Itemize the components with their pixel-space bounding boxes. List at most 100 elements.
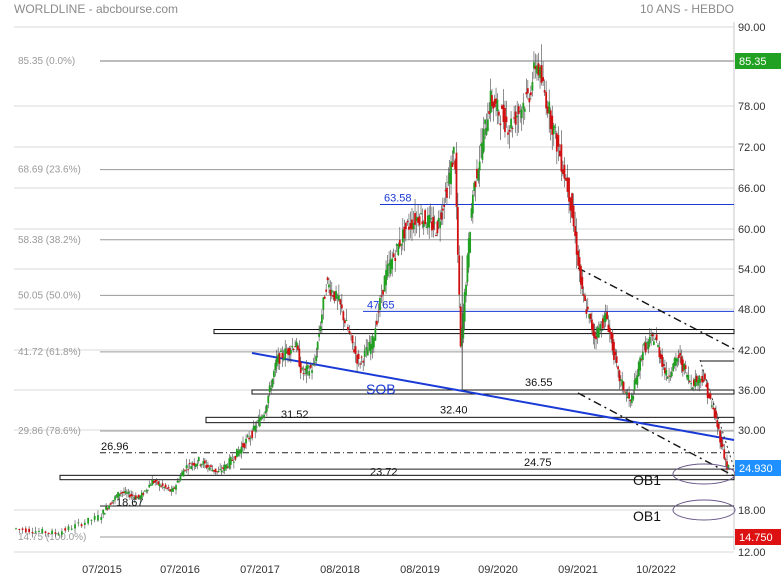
candle-body <box>655 334 658 341</box>
candle-body <box>74 524 76 529</box>
candle-body <box>274 362 277 371</box>
candle-body <box>525 92 528 95</box>
candle-body <box>255 426 258 428</box>
candle-body <box>226 466 229 468</box>
candle-body <box>278 353 281 364</box>
candle-body <box>377 311 380 313</box>
candle-body <box>496 99 499 112</box>
candle-body <box>199 464 202 466</box>
candle-body <box>652 341 655 345</box>
sob-trendline <box>251 352 735 441</box>
candle-body <box>401 229 404 243</box>
candle-body <box>330 290 333 293</box>
candle-body <box>510 118 512 129</box>
candle-body <box>549 110 552 129</box>
candle-body <box>187 469 190 471</box>
candle-body <box>130 494 133 496</box>
candle-body <box>275 358 278 367</box>
candle-body <box>404 222 407 230</box>
candle-body <box>103 513 106 515</box>
y-tick-label: 90.00 <box>738 22 766 34</box>
candle-body <box>372 337 375 348</box>
candle-body <box>593 331 596 339</box>
x-tick-label: 09/2020 <box>478 564 518 576</box>
candle-body <box>220 470 223 473</box>
candle-body <box>100 517 103 520</box>
candle-body <box>343 320 346 324</box>
candle-body <box>577 250 580 266</box>
candle-body <box>115 495 118 497</box>
candle-body <box>551 115 554 135</box>
candle-body <box>565 177 567 181</box>
candle-body <box>312 364 315 366</box>
candle-body <box>677 355 680 358</box>
candle-body <box>447 181 450 183</box>
candle-body <box>683 363 686 370</box>
candle-body <box>281 352 284 358</box>
candle-body <box>629 400 632 402</box>
candle-body <box>223 464 226 471</box>
candle-body <box>697 380 699 386</box>
candle-body <box>431 221 433 231</box>
candle-body <box>602 318 604 329</box>
candle-body <box>415 216 418 221</box>
candle-body <box>624 391 626 393</box>
x-tick-label: 07/2016 <box>160 564 200 576</box>
candle-body <box>681 359 684 372</box>
candle-body <box>347 326 349 330</box>
candle-body <box>519 110 522 112</box>
candle-body <box>694 378 697 387</box>
candle-body <box>93 515 96 520</box>
candle-body <box>385 269 387 286</box>
candle-body <box>117 492 119 499</box>
candle-body <box>600 330 603 332</box>
candle-body <box>618 370 621 382</box>
level-label: 23.72 <box>370 466 398 478</box>
candle-body <box>154 480 157 483</box>
candle-body <box>161 483 164 486</box>
x-tick-label: 08/2018 <box>320 564 360 576</box>
candle-body <box>628 392 630 399</box>
candle-body <box>311 370 313 373</box>
candle-body <box>365 347 368 351</box>
candle-body <box>528 98 531 103</box>
candle-body <box>411 219 413 230</box>
candle-body <box>202 461 205 465</box>
candle-body <box>368 341 371 351</box>
candle-body <box>406 220 409 223</box>
level-label: 32.40 <box>440 404 468 416</box>
candle-body <box>363 350 366 357</box>
candle-body <box>369 344 372 354</box>
y-tick-label: 60.00 <box>738 224 766 236</box>
candle-body <box>211 469 214 472</box>
candle-body <box>412 222 415 230</box>
candle-body <box>371 335 374 350</box>
candle-body <box>379 297 381 311</box>
candle-body <box>615 356 618 363</box>
candle-body <box>505 116 508 123</box>
candle-body <box>121 491 124 494</box>
candle-body <box>182 470 185 477</box>
candle-body <box>611 333 614 351</box>
candle-body <box>654 338 657 340</box>
candle-body <box>536 65 538 74</box>
candle-body <box>242 443 244 448</box>
candle-body <box>705 384 708 387</box>
candle-body <box>450 161 452 185</box>
candle-body <box>597 328 600 338</box>
candle-body <box>248 437 251 440</box>
candle-body <box>491 95 493 107</box>
candle-body <box>440 212 443 220</box>
candle-body <box>469 232 472 253</box>
candle-body <box>507 132 509 135</box>
candle-body <box>723 449 726 459</box>
candle-body <box>164 484 167 488</box>
level-label: 36.55 <box>525 377 553 389</box>
candle-body <box>588 314 591 319</box>
candle-body <box>626 396 629 399</box>
candle-body <box>196 463 199 466</box>
candle-body <box>181 472 183 476</box>
level-label: 26.96 <box>101 441 129 453</box>
candle-body <box>552 125 555 135</box>
candle-body <box>123 491 125 494</box>
